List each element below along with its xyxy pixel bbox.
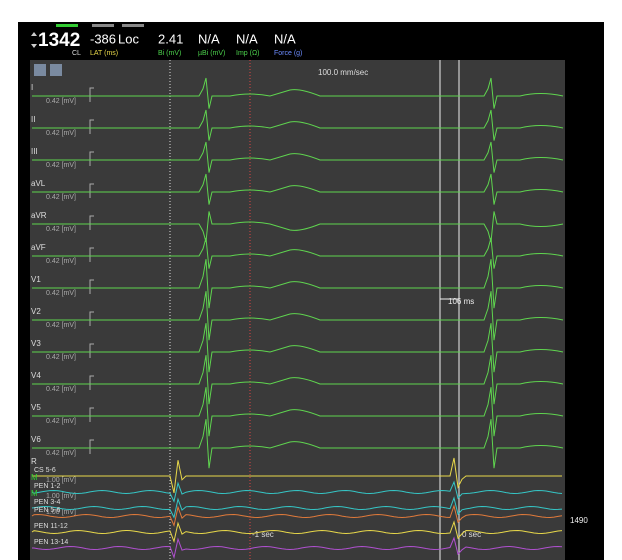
channel-name: V3	[31, 339, 41, 348]
ecg-trace	[32, 387, 564, 437]
readout-value: Loc	[118, 31, 139, 46]
channel-scale: 0.42 [mV]	[46, 258, 76, 265]
channel-name: PEN 11-12	[34, 523, 68, 530]
trace-area	[30, 60, 565, 560]
tab-indicator	[56, 24, 78, 27]
channel-name: PEN 3-4	[34, 499, 61, 506]
ecg-trace	[32, 211, 564, 243]
tool-button[interactable]	[34, 64, 46, 76]
channel-scale: 0.42 [mV]	[46, 290, 76, 297]
ecg-trace	[32, 173, 564, 205]
ecg-trace	[32, 419, 564, 469]
channel-name: I	[31, 83, 33, 92]
readout-label: Force (g)	[274, 50, 302, 57]
scale-bar	[89, 407, 94, 422]
scale-bar	[89, 247, 94, 262]
time-mark: 0 sec	[462, 530, 481, 539]
channel-name: V4	[31, 371, 41, 380]
spin-arrows	[31, 32, 37, 48]
readout-value: N/A	[236, 31, 258, 46]
time-mark: -1 sec	[252, 530, 274, 539]
egm-trace	[31, 480, 563, 503]
channel-scale: 0.42 [mV]	[46, 354, 76, 361]
scale-bar	[89, 119, 94, 134]
channel-scale: 0.42 [mV]	[46, 98, 76, 105]
channel-scale: 0.42 [mV]	[46, 386, 76, 393]
channel-scale: 1.00 [mV]	[46, 509, 76, 516]
ecg-trace	[32, 259, 564, 309]
scale-bar	[89, 151, 94, 166]
side-value: 1490	[570, 516, 588, 525]
channel-name: PEN 13-14	[34, 539, 68, 546]
egm-trace	[32, 457, 562, 494]
scale-bar	[89, 375, 94, 390]
channel-name: V1	[31, 275, 41, 284]
channel-scale: 0.42 [mV]	[46, 194, 76, 201]
sweep-speed: 100.0 mm/sec	[318, 68, 368, 77]
scale-bar	[89, 439, 94, 454]
channel-name: PEN 5-6	[34, 507, 61, 514]
interval-label: 106 ms	[448, 297, 474, 306]
channel-name: aVL	[31, 179, 46, 188]
ecg-trace	[32, 141, 564, 173]
tab-indicator	[92, 24, 114, 27]
channel-name: aVR	[31, 211, 47, 220]
egm-trace	[31, 496, 563, 519]
channel-scale: 1.00 [mV]	[46, 493, 76, 500]
channel-scale: 0.42 [mV]	[46, 418, 76, 425]
ecg-trace	[32, 291, 564, 341]
scale-bar	[89, 311, 94, 326]
tool-button[interactable]	[50, 64, 62, 76]
scale-bar	[89, 215, 94, 230]
channel-name: aVF	[31, 243, 46, 252]
scale-bar	[89, 279, 94, 294]
channel-name: PEN 1-2	[34, 483, 61, 490]
channel-tag: M	[31, 473, 38, 482]
readout-label: CL	[72, 50, 81, 57]
readout-value: 1342	[38, 30, 80, 51]
channel-scale: 1.00 [mV]	[46, 477, 76, 484]
readout-label: LAT (ms)	[90, 50, 118, 57]
readout-label: Bi (mV)	[158, 50, 181, 57]
scale-bar	[89, 343, 94, 358]
egm-trace	[31, 520, 563, 544]
tab-indicator	[122, 24, 144, 27]
ecg-trace	[32, 77, 564, 109]
channel-tag: R	[31, 457, 37, 466]
channel-tag: M	[31, 489, 38, 498]
readout-value: 2.41	[158, 31, 183, 46]
channel-scale: 0.42 [mV]	[46, 130, 76, 137]
ecg-trace	[32, 237, 564, 269]
scale-bar	[89, 183, 94, 198]
scale-bar	[89, 87, 94, 102]
channel-scale: 0.42 [mV]	[46, 162, 76, 169]
channel-scale: 0.42 [mV]	[46, 322, 76, 329]
channel-scale: 0.42 [mV]	[46, 450, 76, 457]
readout-label: Imp (Ω)	[236, 50, 260, 57]
channel-scale: 0.42 [mV]	[46, 226, 76, 233]
channel-name: V6	[31, 435, 41, 444]
channel-name: III	[31, 147, 38, 156]
ecg-trace	[32, 109, 564, 141]
readout-value: N/A	[274, 31, 296, 46]
readout-value: -386	[90, 31, 116, 46]
ecg-trace	[32, 355, 564, 405]
ecg-trace	[32, 323, 564, 373]
channel-name: V2	[31, 307, 41, 316]
readout-value: N/A	[198, 31, 220, 46]
channel-name: CS 5-6	[34, 467, 56, 474]
readout-label: µBi (mV)	[198, 50, 225, 57]
egm-trace	[32, 536, 563, 560]
channel-name: V5	[31, 403, 41, 412]
egm-trace	[31, 504, 563, 528]
channel-name: II	[31, 115, 35, 124]
